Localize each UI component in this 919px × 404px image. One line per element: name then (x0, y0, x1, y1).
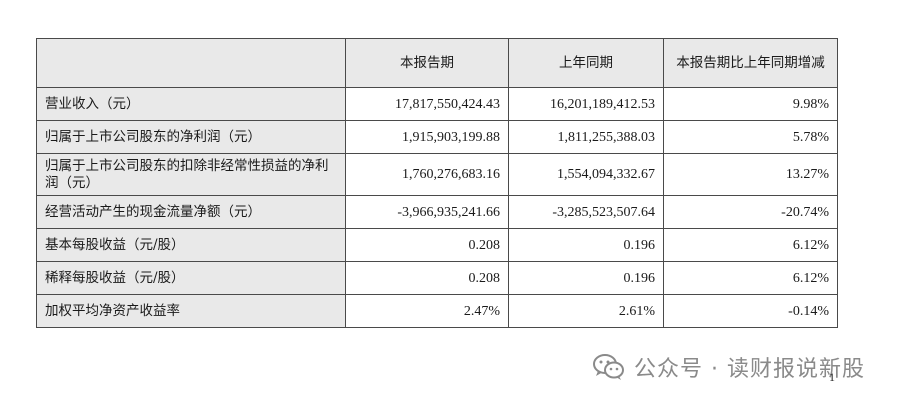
change-value: 6.12% (663, 261, 838, 295)
change-value: 13.27% (663, 153, 838, 196)
prior-value: 1,811,255,388.03 (508, 120, 664, 154)
row-label: 归属于上市公司股东的扣除非经常性损益的净利润（元） (36, 153, 346, 196)
prior-value: 0.196 (508, 261, 664, 295)
change-value: 6.12% (663, 228, 838, 262)
change-value: 5.78% (663, 120, 838, 154)
table-row: 营业收入（元） 17,817,550,424.43 16,201,189,412… (36, 87, 838, 121)
table-row: 经营活动产生的现金流量净额（元） -3,966,935,241.66 -3,28… (36, 195, 838, 229)
row-label: 加权平均净资产收益率 (36, 294, 346, 328)
watermark: 公众号 · 读财报说新股 (592, 350, 865, 384)
prior-value: 2.61% (508, 294, 664, 328)
header-current-period: 本报告期 (345, 38, 509, 88)
row-label: 营业收入（元） (36, 87, 346, 121)
page-number: 1 (829, 370, 835, 384)
wechat-icon (592, 352, 626, 382)
current-value: 17,817,550,424.43 (345, 87, 509, 121)
financial-summary-table: 本报告期 上年同期 本报告期比上年同期增减 营业收入（元） 17,817,550… (36, 38, 838, 328)
table-row: 归属于上市公司股东的扣除非经常性损益的净利润（元） 1,760,276,683.… (36, 153, 838, 196)
table-row: 归属于上市公司股东的净利润（元） 1,915,903,199.88 1,811,… (36, 120, 838, 154)
change-value: -0.14% (663, 294, 838, 328)
row-label: 基本每股收益（元/股） (36, 228, 346, 262)
current-value: -3,966,935,241.66 (345, 195, 509, 229)
change-value: -20.74% (663, 195, 838, 229)
prior-value: -3,285,523,507.64 (508, 195, 664, 229)
header-prior-period: 上年同期 (508, 38, 664, 88)
header-item (36, 38, 346, 88)
row-label: 归属于上市公司股东的净利润（元） (36, 120, 346, 154)
header-change: 本报告期比上年同期增减 (663, 38, 838, 88)
current-value: 2.47% (345, 294, 509, 328)
current-value: 0.208 (345, 261, 509, 295)
current-value: 1,760,276,683.16 (345, 153, 509, 196)
row-label: 稀释每股收益（元/股） (36, 261, 346, 295)
current-value: 1,915,903,199.88 (345, 120, 509, 154)
prior-value: 16,201,189,412.53 (508, 87, 664, 121)
watermark-text: 公众号 · 读财报说新股 (634, 357, 865, 382)
prior-value: 1,554,094,332.67 (508, 153, 664, 196)
table-row: 基本每股收益（元/股） 0.208 0.196 6.12% (36, 228, 838, 262)
table-row: 稀释每股收益（元/股） 0.208 0.196 6.12% (36, 261, 838, 295)
table-header-row: 本报告期 上年同期 本报告期比上年同期增减 (36, 38, 838, 88)
change-value: 9.98% (663, 87, 838, 121)
current-value: 0.208 (345, 228, 509, 262)
table-row: 加权平均净资产收益率 2.47% 2.61% -0.14% (36, 294, 838, 328)
prior-value: 0.196 (508, 228, 664, 262)
row-label: 经营活动产生的现金流量净额（元） (36, 195, 346, 229)
